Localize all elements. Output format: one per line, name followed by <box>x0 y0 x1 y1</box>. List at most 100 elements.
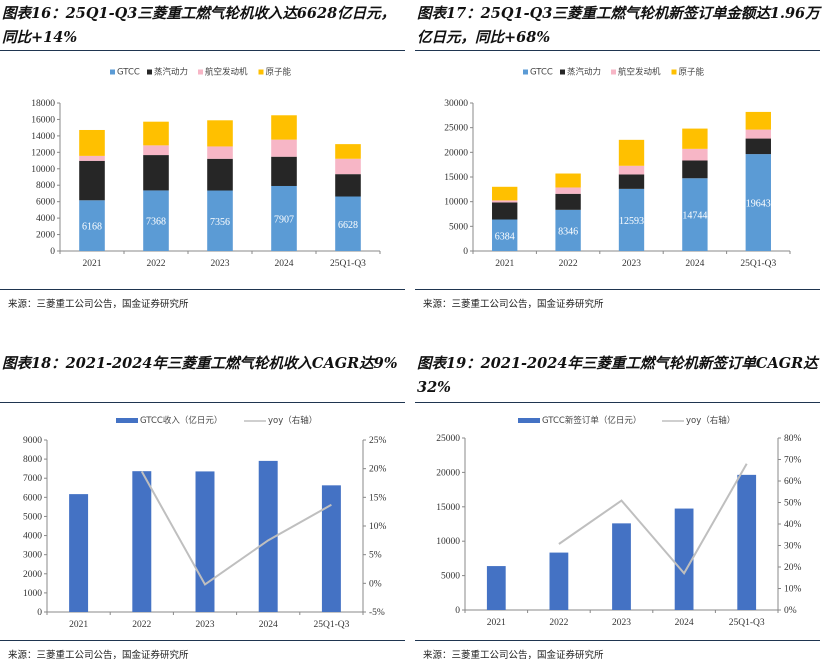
source-note: 来源：三菱重工公司公告，国金证券研究所 <box>423 299 604 310</box>
bar-segment <box>682 148 708 161</box>
legend-swatch <box>523 69 528 75</box>
y-tick-label: 3000 <box>23 551 42 561</box>
bar-segment <box>335 196 361 251</box>
divider <box>415 50 820 51</box>
bar-segment <box>555 209 581 251</box>
bar-segment <box>555 173 581 188</box>
bar-segment <box>271 139 297 157</box>
legend-label: 原子能 <box>679 67 705 78</box>
y2-tick-label: 30% <box>784 542 802 552</box>
x-tick-label: 2022 <box>147 259 166 269</box>
y2-tick-label: 10% <box>369 522 387 532</box>
bar-segment <box>335 158 361 175</box>
y-tick-label: 7000 <box>23 474 42 484</box>
bar-segment <box>618 165 645 175</box>
y2-tick-label: 10% <box>784 585 802 595</box>
y-tick-label: 2000 <box>23 570 42 580</box>
data-label: 19643 <box>746 199 771 210</box>
bar <box>674 508 694 610</box>
chart-panel-16: 图表16：25Q1-Q3三菱重工燃气轮机收入达6628亿日元，同比+14% 0 2… <box>0 0 410 320</box>
bar-segment <box>335 144 361 159</box>
legend-swatch <box>518 418 540 423</box>
y-tick-label: 5000 <box>23 512 42 522</box>
y2-tick-label: 0% <box>369 579 382 589</box>
y-tick-label: 0 <box>50 247 55 257</box>
y-tick-label: 15000 <box>436 503 460 513</box>
x-tick-label: 25Q1-Q3 <box>740 259 776 269</box>
y-tick-label: 10000 <box>444 198 468 208</box>
x-tick-label: 2022 <box>132 620 151 630</box>
chart-title: 图表18：2021-2024年三菱重工燃气轮机收入CAGR达9% <box>2 355 398 372</box>
legend-swatch <box>147 69 152 75</box>
stacked-bar-chart: 0 5000 10000 15000 20000 25000 30000 2021 2022 20… <box>444 67 791 269</box>
y-tick-label: 16000 <box>31 115 55 125</box>
x-tick-label: 2021 <box>69 620 88 630</box>
y-tick-label: 12000 <box>31 148 55 158</box>
legend-label: GTCC收入（亿日元） <box>140 415 222 426</box>
bar-segment <box>555 187 581 194</box>
bar-segment <box>335 174 361 197</box>
y2-tick-label: 25% <box>369 436 387 446</box>
legend-label: GTCC <box>117 68 140 78</box>
y-tick-label: 9000 <box>23 436 42 446</box>
chart-title: 图表16：25Q1-Q3三菱重工燃气轮机收入达6628亿日元，同比+14% <box>2 5 396 46</box>
y-tick-label: 14000 <box>31 132 55 142</box>
x-tick-label: 25Q1-Q3 <box>729 618 765 628</box>
data-label: 6384 <box>495 231 515 242</box>
y-tick-label: 5000 <box>441 572 460 582</box>
y-tick-label: 6000 <box>23 493 42 503</box>
x-tick-label: 2024 <box>275 259 294 269</box>
bar-segment <box>271 185 297 251</box>
bar-segment <box>492 200 518 203</box>
y2-tick-label: 20% <box>784 563 802 573</box>
legend-swatch <box>198 69 203 75</box>
divider <box>0 289 405 290</box>
bar-segment <box>207 120 233 147</box>
bar <box>321 485 341 612</box>
y-tick-label: 15000 <box>444 173 468 183</box>
bar-segment <box>207 158 233 191</box>
y2-tick-label: 70% <box>784 456 802 466</box>
bar-segment <box>207 190 233 251</box>
bar-segment <box>207 146 233 159</box>
bar-segment <box>745 154 771 251</box>
bar <box>132 471 152 612</box>
data-label: 7368 <box>146 217 166 228</box>
chart-panel-19: 图表19：2021-2024年三菱重工燃气轮机新签订单CAGR达32% 0 500… <box>415 340 825 663</box>
x-tick-label: 2023 <box>622 259 641 269</box>
y-tick-label: 8000 <box>23 455 42 465</box>
y2-tick-label: 40% <box>784 520 802 530</box>
bar-segment <box>79 160 105 201</box>
bar-segment <box>682 160 708 179</box>
y-tick-label: 30000 <box>444 99 468 109</box>
bar-segment <box>143 121 169 146</box>
stacked-bar-chart: 0 2000 4000 6000 8000 10000 12000 14000 16000 180… <box>31 67 381 269</box>
legend-swatch <box>671 69 677 75</box>
bar-line-chart: 0 5000 10000 15000 20000 25000 2021 2022 2023 202… <box>436 415 802 628</box>
bar <box>549 552 569 610</box>
bar-segment <box>745 138 771 155</box>
x-tick-label: 2022 <box>549 618 568 628</box>
legend-label: GTCC新签订单（亿日元） <box>542 415 641 426</box>
data-label: 14744 <box>682 211 707 222</box>
x-tick-label: 2021 <box>487 618 506 628</box>
y-tick-label: 18000 <box>31 99 55 109</box>
divider <box>415 640 820 641</box>
legend-swatch <box>611 69 616 75</box>
divider <box>0 50 405 51</box>
source-note: 来源：三菱重工公司公告，国金证券研究所 <box>423 650 604 661</box>
x-tick-label: 2024 <box>259 620 278 630</box>
x-tick-label: 25Q1-Q3 <box>330 259 366 269</box>
bar-segment <box>618 188 645 251</box>
chart-panel-18: 图表18：2021-2024年三菱重工燃气轮机收入CAGR达9% 0 1000 20… <box>0 340 410 663</box>
x-tick-label: 2021 <box>83 259 102 269</box>
divider <box>0 640 405 641</box>
data-label: 12593 <box>619 216 644 227</box>
bar <box>612 523 631 610</box>
x-tick-label: 25Q1-Q3 <box>313 620 349 630</box>
data-label: 6628 <box>338 220 358 231</box>
bar-segment <box>79 200 105 251</box>
y-tick-label: 25000 <box>444 124 468 134</box>
y-tick-label: 20000 <box>436 468 460 478</box>
chart-title: 图表19：2021-2024年三菱重工燃气轮机新签订单CAGR达32% <box>417 355 818 396</box>
